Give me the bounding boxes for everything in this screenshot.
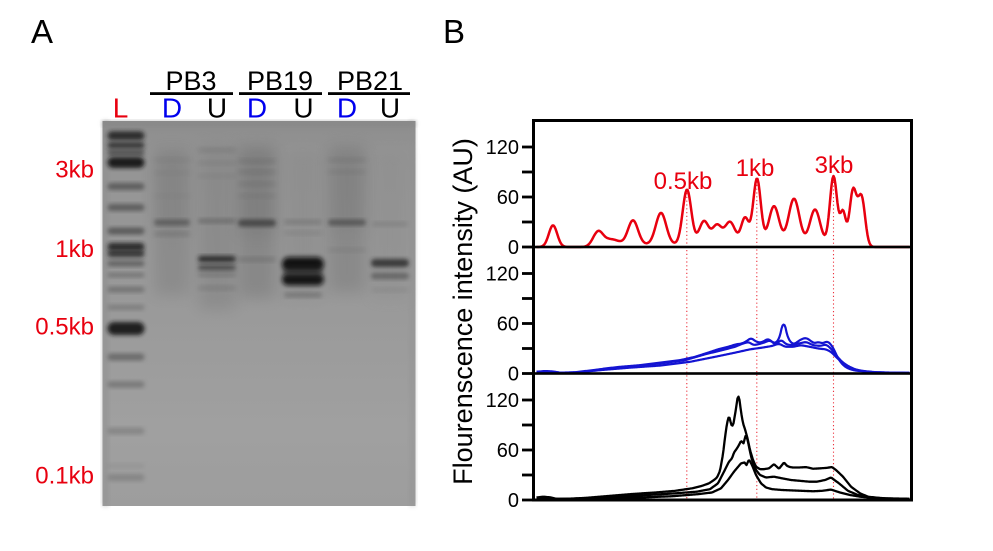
svg-text:A: A — [31, 13, 53, 50]
svg-text:0: 0 — [508, 490, 519, 512]
svg-text:D: D — [162, 93, 182, 124]
svg-text:L: L — [113, 93, 129, 124]
svg-text:B: B — [443, 13, 465, 50]
svg-text:U: U — [293, 93, 313, 124]
svg-text:PB3: PB3 — [165, 66, 216, 96]
svg-text:Flourenscence intensity (AU): Flourenscence intensity (AU) — [448, 138, 478, 485]
svg-text:0.5kb: 0.5kb — [654, 168, 713, 195]
svg-text:PB19: PB19 — [247, 66, 313, 96]
svg-text:U: U — [207, 93, 227, 124]
svg-text:120: 120 — [486, 390, 519, 412]
svg-text:0: 0 — [508, 364, 519, 386]
svg-text:PB21: PB21 — [337, 66, 403, 96]
svg-text:3kb: 3kb — [55, 156, 94, 183]
svg-text:0: 0 — [508, 237, 519, 259]
svg-text:60: 60 — [497, 187, 519, 209]
svg-text:60: 60 — [497, 440, 519, 462]
svg-text:D: D — [247, 93, 267, 124]
svg-text:120: 120 — [486, 137, 519, 159]
svg-text:U: U — [380, 93, 400, 124]
svg-text:0.5kb: 0.5kb — [35, 314, 94, 341]
svg-text:1kb: 1kb — [55, 236, 94, 263]
svg-text:D: D — [337, 93, 357, 124]
svg-text:0.1kb: 0.1kb — [35, 463, 94, 490]
svg-text:60: 60 — [497, 314, 519, 336]
svg-text:1kb: 1kb — [736, 155, 775, 182]
svg-text:120: 120 — [486, 264, 519, 286]
svg-text:3kb: 3kb — [815, 152, 854, 179]
